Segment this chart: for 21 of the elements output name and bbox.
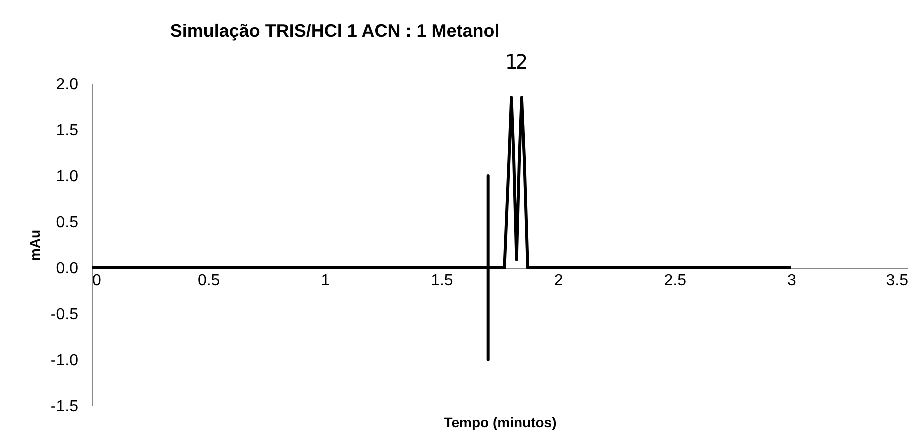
y-tick-label: -1.5 (50, 398, 79, 416)
annotation: 2 (516, 50, 528, 74)
x-axis-title: Tempo (minutos) (444, 414, 557, 430)
y-tick-label: -0.5 (50, 306, 79, 324)
y-tick-label: 0.0 (56, 260, 79, 278)
x-tick-label: 1.5 (431, 272, 454, 290)
x-tick-label: 0.5 (198, 272, 220, 290)
y-tick-label: 1.5 (56, 122, 79, 140)
chart-title: Simulação TRIS/HCl 1 ACN : 1 Metanol (170, 20, 500, 41)
x-tick-label: 3.5 (886, 272, 909, 290)
annotation: 1 (505, 50, 518, 74)
x-tick-label: 3 (787, 272, 796, 290)
x-tick-label: 2 (554, 272, 564, 290)
x-tick-label: 2.5 (664, 272, 687, 290)
y-axis-title: mAu (26, 230, 43, 262)
y-tick-label: -1.0 (50, 352, 79, 370)
y-tick-label: 2.0 (56, 76, 79, 94)
y-tick-label: 0.5 (56, 214, 79, 232)
x-tick-label: 0 (92, 272, 102, 290)
y-tick-label: 1.0 (56, 168, 79, 186)
x-tick-label: 1 (321, 272, 330, 290)
